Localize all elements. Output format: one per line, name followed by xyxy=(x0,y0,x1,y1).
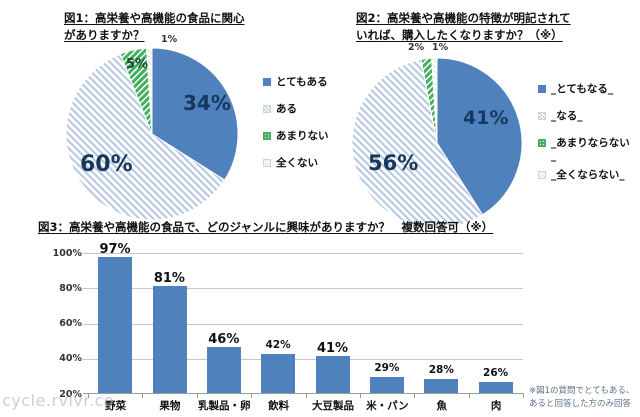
figure1-pie-chart xyxy=(57,39,247,229)
figure2-legend-item-3: _あまりならない _ xyxy=(538,137,630,163)
green-dotted-swatch-icon xyxy=(538,139,546,147)
bar-value-label: 46% xyxy=(208,332,240,348)
y-tick-label: 40% xyxy=(59,353,82,365)
bar-飲料 xyxy=(261,354,296,393)
figure1-legend: とてもある ある あまりない 全くない xyxy=(263,76,329,184)
bar-category-label: 魚 xyxy=(436,400,448,412)
pie-svg xyxy=(351,57,523,229)
figure1-legend-label-4: 全くない xyxy=(276,157,318,169)
bar-value-label: 97% xyxy=(99,242,131,258)
figure2-legend-label-3: _あまりならない _ xyxy=(551,137,630,162)
gridline xyxy=(83,358,523,360)
x-axis-tick xyxy=(359,393,361,398)
figure2-slice-label-amari: 2% xyxy=(408,42,425,53)
figure1-legend-label-1: とてもある xyxy=(276,76,328,88)
figure3-title-line1: 図3：高栄養や高機能の食品で、どのジャンルに興味がありますか？ 複数回答可（※） xyxy=(38,220,494,234)
x-axis-line xyxy=(83,393,523,394)
figure1-slice-label-totemo: 34% xyxy=(183,91,231,115)
figure2-slice-label-totemo: 41% xyxy=(463,107,509,129)
footnote-line1: ※図1の質問でとてもある、 xyxy=(529,386,635,396)
solid-blue-swatch-icon xyxy=(538,85,546,93)
figure1-slice-label-amari: 5% xyxy=(126,57,149,72)
bar-米・パン xyxy=(370,377,405,393)
figure1-legend-label-2: ある xyxy=(276,103,297,115)
pale-striped-swatch-icon xyxy=(538,171,546,179)
y-tick-label: 100% xyxy=(52,247,82,259)
figure2-title: 図2：高栄養や高機能の特徴が明記されて いれば、購入したくなりますか？（※） xyxy=(356,10,571,44)
bar-value-label: 42% xyxy=(265,339,291,352)
figure2-slice-label-naru: 56% xyxy=(368,151,419,175)
figure2-legend: _とてもなる_ _なる_ _あまりならない _ _全くならない_ xyxy=(538,83,630,196)
bar-category-label: 果物 xyxy=(159,400,181,412)
pale-striped-swatch-icon xyxy=(263,159,271,167)
x-axis-tick xyxy=(142,393,144,398)
figure1-legend-item-4: 全くない xyxy=(263,157,329,170)
footnote-line2: あると回答した方のみ回答 xyxy=(529,399,632,409)
x-axis-tick xyxy=(468,393,470,398)
gridline xyxy=(83,253,523,254)
y-tick-label: 60% xyxy=(59,318,82,329)
bar-果物 xyxy=(152,285,187,393)
striped-blue-swatch-icon xyxy=(263,105,271,113)
pie-svg xyxy=(65,47,239,221)
bar-category-label: 野菜 xyxy=(105,400,126,412)
x-axis-tick xyxy=(305,393,307,398)
gridline xyxy=(83,288,523,290)
figure1-legend-label-3: あまりない xyxy=(276,130,329,142)
bar-category-label: 乳製品・卵 xyxy=(198,400,251,412)
bar-魚 xyxy=(424,378,459,393)
x-axis-tick xyxy=(523,393,524,398)
watermark-text: cycle.rvlvr.co xyxy=(2,391,115,410)
bar-value-label: 41% xyxy=(316,341,349,356)
bar-category-label: 飲料 xyxy=(268,400,290,412)
solid-blue-swatch-icon xyxy=(263,78,271,86)
bar-肉 xyxy=(478,382,513,393)
figure1-slice-label-aru: 60% xyxy=(80,152,133,177)
gridline xyxy=(83,323,523,325)
figure2-title-line2: いれば、購入したくなりますか？（※） xyxy=(356,28,563,42)
x-axis-tick xyxy=(196,393,198,398)
bar-value-label: 81% xyxy=(153,270,185,286)
figure2-legend-item-4: _全くならない_ xyxy=(538,169,630,182)
figure1-title: 図1：高栄養や高機能の食品に関心 がありますか？ xyxy=(64,10,245,44)
figure2-legend-label-1: _とてもなる_ xyxy=(551,83,614,95)
bar-category-label: 米・パン xyxy=(366,400,409,412)
x-axis-tick xyxy=(414,393,416,398)
bar-value-label: 28% xyxy=(428,363,454,376)
figure1-title-line1: 図1：高栄養や高機能の食品に関心 xyxy=(64,11,245,25)
figure2-pie-chart xyxy=(342,48,532,238)
bar-野菜 xyxy=(98,257,133,393)
bar-value-label: 26% xyxy=(483,367,509,380)
bar-乳製品・卵 xyxy=(206,347,241,393)
figure1-legend-item-2: ある xyxy=(263,103,329,116)
figure1-legend-item-3: あまりない xyxy=(263,130,329,143)
green-dotted-swatch-icon xyxy=(263,132,271,140)
bar-大豆製品 xyxy=(315,356,350,393)
figure1-title-line2: がありますか？ xyxy=(64,28,145,42)
y-tick-label: 20% xyxy=(59,388,82,400)
y-tick-label: 80% xyxy=(59,282,82,294)
figure2-slice-label-mattaku: 1% xyxy=(432,42,449,53)
bar-value-label: 29% xyxy=(374,362,400,375)
figure1-slice-label-mattaku: 1% xyxy=(161,34,178,45)
figure2-title-line1: 図2：高栄養や高機能の特徴が明記されて xyxy=(356,11,571,25)
figure3-bar-chart: 97% 野菜 81% 果物 46% 乳製品・卵 42% 飲料 41% 大豆製品 29% 米・パン 28%… xyxy=(83,242,524,412)
x-axis-tick xyxy=(251,393,253,398)
striped-blue-swatch-icon xyxy=(538,112,546,120)
figure2-legend-item-1: _とてもなる_ xyxy=(538,83,630,96)
figure1-legend-item-1: とてもある xyxy=(263,76,329,89)
bar-category-label: 大豆製品 xyxy=(312,400,354,412)
figure2-legend-label-2: _なる_ xyxy=(551,110,583,122)
figure2-legend-item-2: _なる_ xyxy=(538,110,630,123)
bar-category-label: 肉 xyxy=(490,400,502,412)
figure3-title: 図3：高栄養や高機能の食品で、どのジャンルに興味がありますか？ 複数回答可（※） xyxy=(38,219,493,236)
x-axis-tick xyxy=(88,393,89,398)
figure2-legend-label-4: _全くならない_ xyxy=(551,169,625,181)
figure3-footnote: ※図1の質問でとてもある、 あると回答した方のみ回答 xyxy=(529,385,639,411)
